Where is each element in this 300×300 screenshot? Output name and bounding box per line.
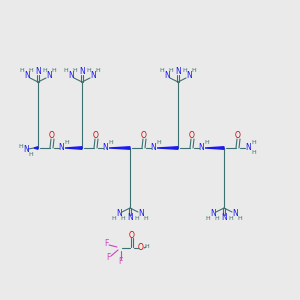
Text: N: N (102, 143, 108, 152)
Text: N: N (79, 68, 85, 76)
Text: N: N (138, 209, 144, 218)
Text: H: H (20, 68, 24, 74)
Text: H: H (64, 68, 68, 74)
Polygon shape (157, 147, 178, 149)
Text: N: N (150, 143, 156, 152)
Text: O: O (141, 131, 147, 140)
Text: H: H (121, 217, 125, 221)
Text: H: H (135, 217, 140, 221)
Text: N: N (221, 214, 227, 223)
Text: H: H (64, 140, 69, 146)
Text: N: N (35, 68, 41, 76)
Text: H: H (52, 68, 56, 74)
Text: H: H (238, 217, 242, 221)
Text: O: O (235, 131, 241, 140)
Text: N: N (245, 143, 251, 152)
Text: H: H (87, 68, 92, 74)
Text: H: H (28, 152, 33, 157)
Text: H: H (160, 68, 164, 74)
Text: H: H (192, 68, 197, 74)
Text: O: O (189, 131, 195, 140)
Text: N: N (164, 71, 170, 80)
Text: N: N (116, 209, 122, 218)
Text: H: H (19, 143, 23, 148)
Text: H: H (183, 68, 188, 74)
Text: N: N (23, 146, 29, 154)
Text: N: N (24, 71, 30, 80)
Text: N: N (58, 143, 64, 152)
Text: O: O (138, 244, 144, 253)
Text: H: H (205, 140, 209, 146)
Text: F: F (118, 257, 122, 266)
Text: F: F (104, 239, 108, 248)
Text: N: N (198, 143, 204, 152)
Text: H: H (252, 149, 256, 154)
Text: H: H (157, 140, 161, 146)
Text: H: H (169, 68, 173, 74)
Text: H: H (73, 68, 77, 74)
Text: H: H (28, 68, 33, 74)
Text: H: H (214, 217, 219, 221)
Polygon shape (109, 147, 130, 149)
Text: N: N (90, 71, 96, 80)
Polygon shape (205, 147, 224, 149)
Text: H: H (109, 140, 113, 146)
Text: H: H (229, 217, 233, 221)
Text: N: N (127, 214, 133, 223)
Text: N: N (232, 209, 238, 218)
Polygon shape (34, 147, 38, 149)
Text: N: N (186, 71, 192, 80)
Text: N: N (68, 71, 74, 80)
Text: O: O (93, 131, 99, 140)
Polygon shape (65, 147, 82, 149)
Text: F: F (106, 254, 110, 262)
Text: N: N (175, 68, 181, 76)
Text: H: H (252, 140, 256, 146)
Text: H: H (144, 217, 148, 221)
Text: H: H (112, 217, 116, 221)
Text: N: N (210, 209, 216, 218)
Text: H: H (145, 244, 149, 248)
Text: H: H (206, 217, 210, 221)
Text: O: O (49, 131, 55, 140)
Text: O: O (129, 230, 135, 239)
Text: H: H (43, 68, 47, 74)
Text: H: H (96, 68, 100, 74)
Text: N: N (46, 71, 52, 80)
